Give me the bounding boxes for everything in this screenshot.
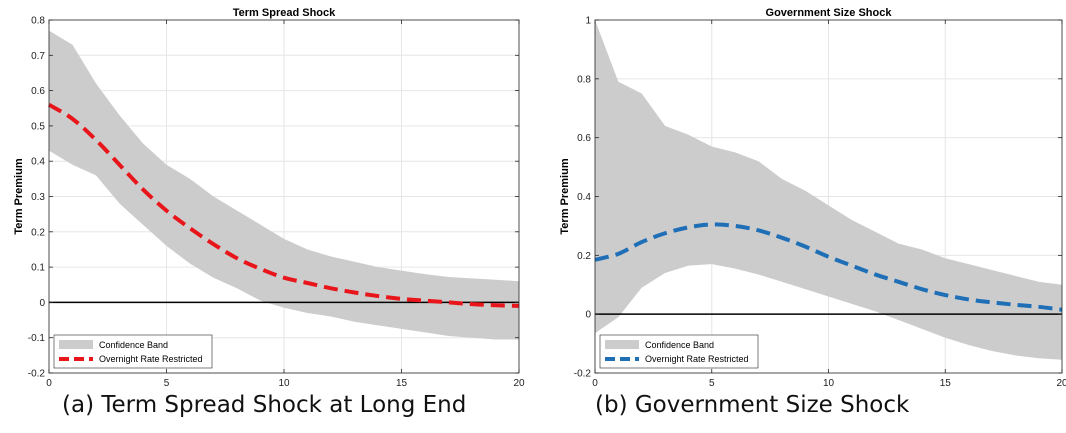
y-tick-label: -0.2 [28,369,46,380]
x-tick-label: 0 [592,378,598,389]
chart-panel-a: 0 5 10 15 20 -0.2 -0.1 0 0.1 0.2 0.3 0.4 0.5 0.6 0.7 0.… [13,7,525,418]
series-line [594,222,1063,312]
y-tick-label: 0.8 [31,16,45,27]
y-tick-label: 0.8 [577,74,591,85]
y-tick-label: 0.7 [31,51,45,62]
x-tick-label: 0 [46,378,52,389]
y-tick-label: -0.2 [574,369,592,380]
x-tick-label: 20 [1056,378,1066,389]
y-tick-label: -0.1 [28,333,46,344]
y-tick-label: 0.1 [31,263,45,274]
x-tick-label: 5 [709,378,715,389]
y-tick-label: 0.2 [31,227,45,238]
y-tick-label: 0.5 [31,121,45,132]
y-tick-label: 0.4 [31,157,45,168]
y-tick-label: 0.4 [577,192,591,203]
y-axis-label: Term Premium [13,158,25,234]
legend-label-band: Confidence Band [645,340,714,350]
confidence-band [595,20,1062,360]
y-tick-label: 0.6 [577,133,591,144]
x-tick-label: 5 [164,378,170,389]
legend-label-band: Confidence Band [99,340,168,350]
chart-term-spread-shock: 0 5 10 15 20 -0.2 -0.1 0 0.1 0.2 0.3 0.4 0.5 0.6 0.7 0.… [13,7,525,389]
chart-panel-b: 0 5 10 15 20 -0.2 0 0.2 0.4 0.6 0.8 1 Government Siz… [533,0,1066,433]
x-tick-label: 20 [513,378,525,389]
caption-a: (a) Term Spread Shock at Long End [62,392,467,418]
y-tick-label: 0 [39,298,45,309]
legend-label-series: Overnight Rate Restricted [99,354,203,364]
caption-b: (b) Government Size Shock [595,392,910,418]
x-tick-label: 15 [940,378,952,389]
y-tick-label: 0 [585,310,591,321]
y-axis-label: Term Premium [559,158,571,234]
y-tick-label: 0.3 [31,192,45,203]
y-tick-label: 0.2 [577,251,591,262]
series-line [47,102,520,308]
legend-swatch-band [59,340,93,349]
y-tick-label: 0.6 [31,86,45,97]
x-tick-label: 10 [278,378,290,389]
x-tick-label: 15 [396,378,408,389]
y-tick-label: 1 [585,16,591,27]
x-tick-label: 10 [823,378,835,389]
chart-title: Government Size Shock [766,7,893,19]
legend-swatch-band [605,340,639,349]
legend-label-series: Overnight Rate Restricted [645,354,749,364]
chart-title: Term Spread Shock [233,7,336,19]
